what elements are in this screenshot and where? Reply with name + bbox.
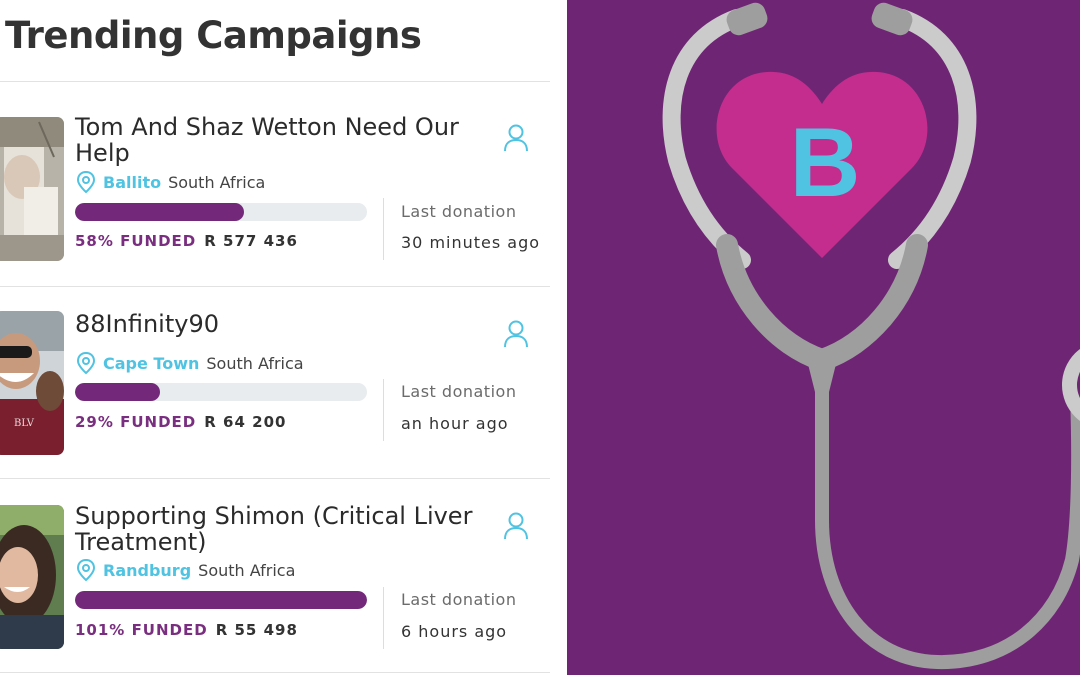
campaign-location: Randburg South Africa	[75, 558, 295, 582]
funded-percent: 58% FUNDED	[75, 232, 197, 250]
funded-amount: R 577 436	[204, 232, 298, 250]
svg-text:BLV: BLV	[14, 418, 35, 429]
divider	[0, 81, 550, 82]
map-pin-icon	[76, 170, 96, 194]
last-donation-label: Last donation	[401, 590, 517, 609]
campaign-list-panel: Trending Campaigns Tom And Shaz Wetton N…	[0, 14, 550, 675]
campaign-country: South Africa	[168, 172, 266, 192]
campaign-card[interactable]: Supporting Shimon (Critical Liver Treatm…	[0, 503, 550, 675]
last-donation-label: Last donation	[401, 382, 517, 401]
campaign-city[interactable]: Ballito	[103, 172, 162, 192]
campaign-thumbnail[interactable]: BLV	[0, 311, 64, 455]
divider	[383, 198, 384, 260]
campaign-location: Cape Town South Africa	[75, 351, 304, 375]
page-title: Trending Campaigns	[5, 14, 422, 57]
funding-progress-bar	[75, 383, 367, 401]
campaign-country: South Africa	[198, 560, 296, 580]
campaign-card[interactable]: BLV 88Infinity90 Cape Town South Africa …	[0, 311, 550, 503]
campaign-thumbnail[interactable]	[0, 117, 64, 261]
divider	[383, 379, 384, 441]
funded-amount: R 64 200	[204, 413, 287, 431]
user-icon[interactable]	[502, 123, 530, 153]
funding-progress-bar	[75, 591, 367, 609]
funding-summary: 101% FUNDED R 55 498	[75, 621, 298, 639]
user-icon[interactable]	[502, 511, 530, 541]
campaign-location: Ballito South Africa	[75, 170, 265, 194]
campaign-city[interactable]: Cape Town	[103, 353, 200, 373]
brand-logo-letter: B	[789, 107, 861, 217]
funding-summary: 29% FUNDED R 64 200	[75, 413, 286, 431]
funded-percent: 29% FUNDED	[75, 413, 197, 431]
divider	[0, 672, 550, 673]
funded-percent: 101% FUNDED	[75, 621, 208, 639]
last-donation-time: 6 hours ago	[401, 622, 508, 641]
campaign-city[interactable]: Randburg	[103, 560, 192, 580]
divider	[0, 286, 550, 287]
campaign-country: South Africa	[206, 353, 304, 373]
funding-progress-fill	[75, 203, 245, 221]
last-donation-label: Last donation	[401, 202, 517, 221]
brand-illustration-panel: B	[567, 0, 1080, 675]
campaign-thumbnail[interactable]	[0, 505, 64, 649]
campaign-title[interactable]: 88Infinity90	[75, 310, 219, 338]
user-icon[interactable]	[502, 319, 530, 349]
divider	[383, 587, 384, 649]
map-pin-icon	[76, 558, 96, 582]
funded-amount: R 55 498	[215, 621, 298, 639]
funding-progress-fill	[75, 591, 367, 609]
funding-progress-bar	[75, 203, 367, 221]
campaign-title[interactable]: Supporting Shimon (Critical Liver Treatm…	[75, 502, 473, 556]
funding-progress-fill	[75, 383, 160, 401]
campaign-card[interactable]: Tom And Shaz Wetton Need Our Help Ballit…	[0, 114, 550, 306]
funding-summary: 58% FUNDED R 577 436	[75, 232, 298, 250]
campaign-title[interactable]: Tom And Shaz Wetton Need Our Help	[75, 113, 459, 167]
divider	[0, 478, 550, 479]
map-pin-icon	[76, 351, 96, 375]
stethoscope-icon	[662, 2, 1080, 670]
last-donation-time: 30 minutes ago	[401, 233, 541, 252]
heart-icon	[716, 71, 928, 258]
last-donation-time: an hour ago	[401, 414, 509, 433]
